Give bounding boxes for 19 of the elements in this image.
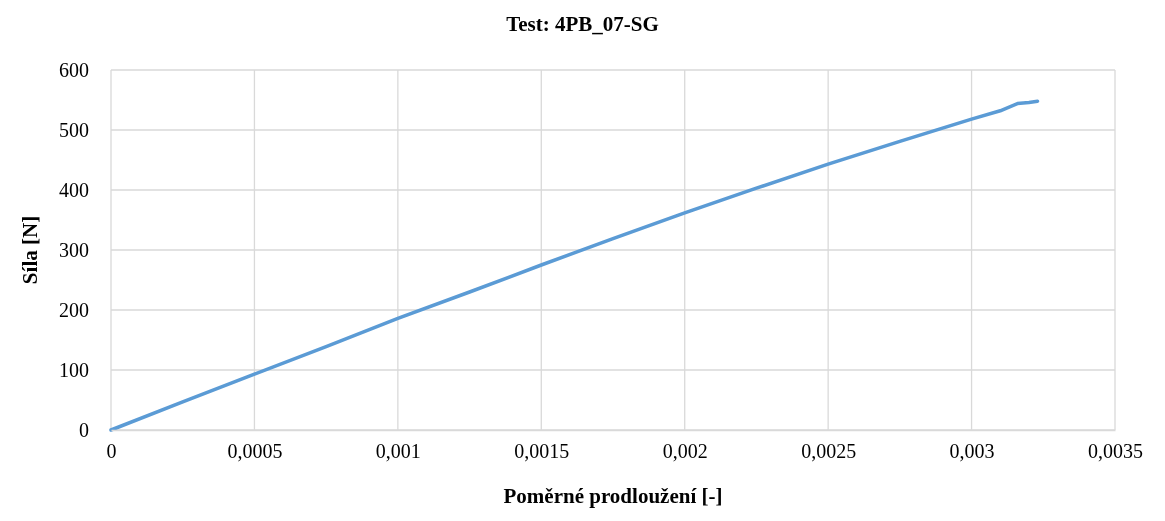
x-tick-label: 0,0015 bbox=[514, 440, 570, 463]
chart-title: Test: 4PB_07-SG bbox=[506, 12, 659, 36]
line-series bbox=[109, 99, 1040, 432]
x-tick-label: 0,003 bbox=[949, 440, 995, 463]
x-tick-label: 0,0005 bbox=[227, 440, 283, 463]
y-tick-label: 100 bbox=[59, 358, 89, 381]
x-axis-title: Poměrné prodloužení [-] bbox=[503, 484, 723, 508]
y-tick-label: 400 bbox=[59, 178, 89, 201]
y-axis-title: Síla [N] bbox=[18, 215, 42, 285]
y-tick-label: 0 bbox=[79, 418, 89, 441]
x-tick-label: 0,0035 bbox=[1088, 440, 1143, 463]
x-tick-label: 0,0025 bbox=[801, 440, 857, 463]
y-tick-label: 300 bbox=[59, 238, 89, 261]
x-tick-label: 0,001 bbox=[375, 440, 421, 463]
x-tick-label: 0 bbox=[106, 440, 117, 463]
y-tick-label: 500 bbox=[59, 118, 89, 141]
x-tick-label: 0,002 bbox=[662, 440, 708, 463]
y-tick-label: 600 bbox=[59, 58, 89, 81]
y-tick-label: 200 bbox=[59, 298, 89, 321]
